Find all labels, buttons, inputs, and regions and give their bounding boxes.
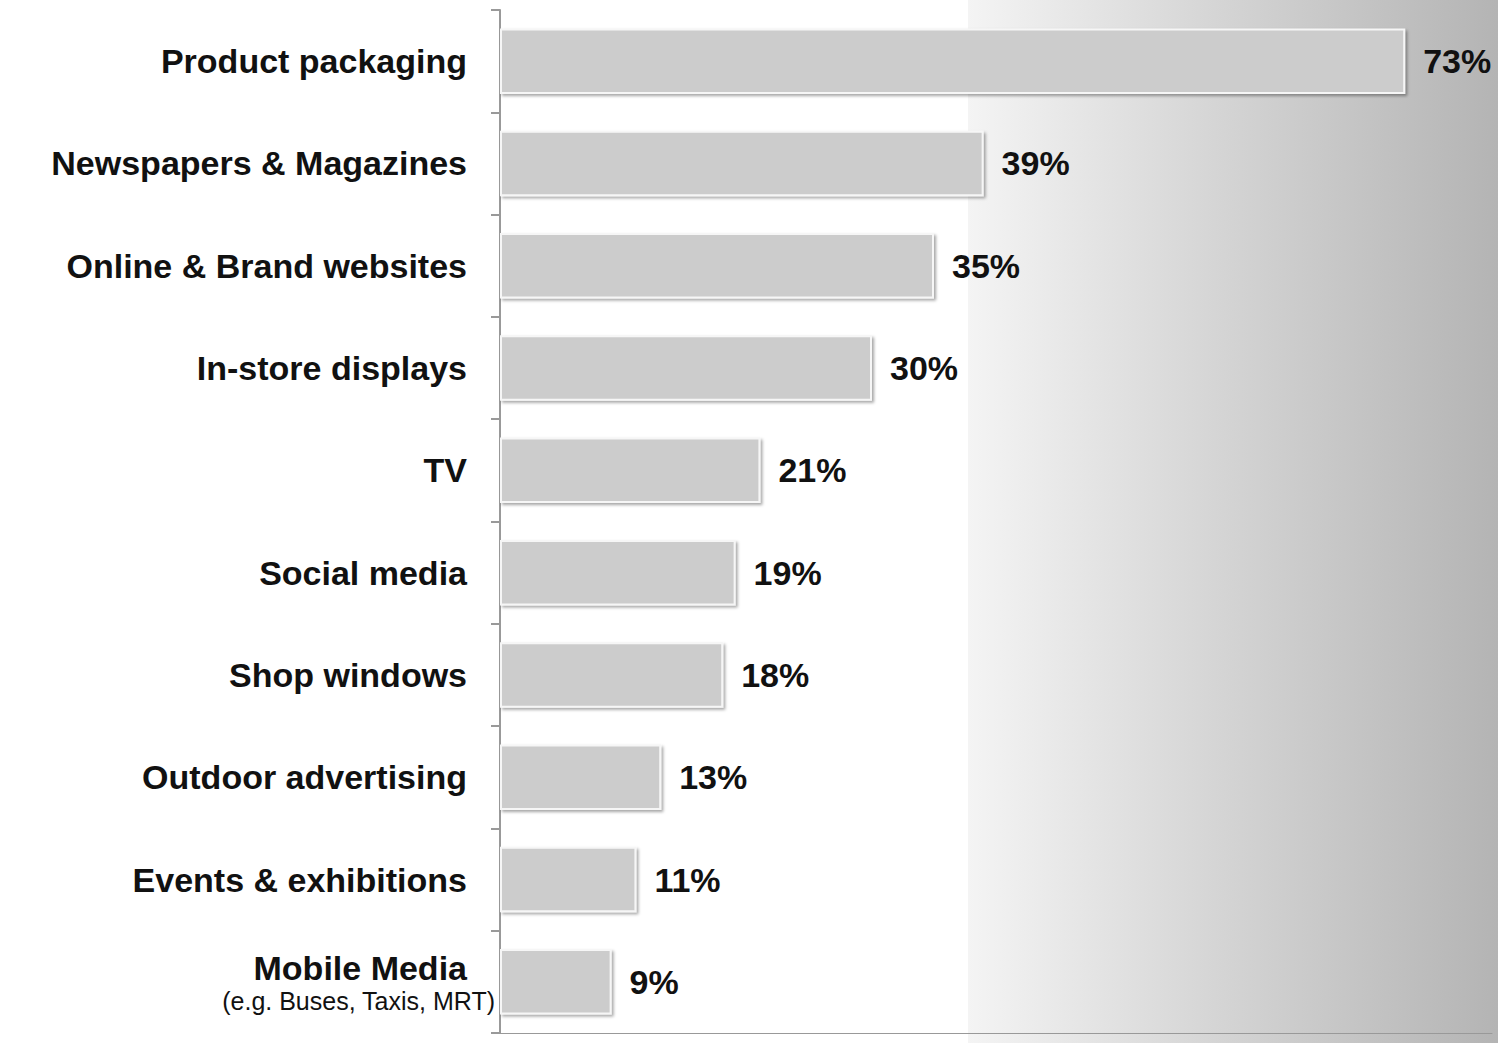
svg-text:39%: 39% <box>1002 144 1070 182</box>
svg-text:35%: 35% <box>952 247 1020 285</box>
svg-text:Newspapers & Magazines: Newspapers & Magazines <box>51 144 467 182</box>
svg-text:11%: 11% <box>654 861 720 899</box>
svg-text:TV: TV <box>424 451 468 489</box>
svg-text:Events & exhibitions: Events & exhibitions <box>133 861 467 899</box>
svg-text:73%: 73% <box>1423 42 1491 80</box>
svg-text:30%: 30% <box>890 349 958 387</box>
svg-text:19%: 19% <box>754 554 822 592</box>
svg-text:18%: 18% <box>741 656 809 694</box>
svg-text:Shop windows: Shop windows <box>229 656 467 694</box>
svg-text:In-store displays: In-store displays <box>197 349 467 387</box>
svg-text:9%: 9% <box>630 963 679 1001</box>
svg-text:Outdoor advertising: Outdoor advertising <box>142 758 467 796</box>
svg-text:Product packaging: Product packaging <box>161 42 467 80</box>
svg-text:Mobile Media: Mobile Media <box>254 949 469 987</box>
svg-text:Online & Brand websites: Online & Brand websites <box>66 247 467 285</box>
svg-text:(e.g. Buses, Taxis, MRT): (e.g. Buses, Taxis, MRT) <box>222 987 495 1015</box>
svg-text:Social media: Social media <box>259 554 468 592</box>
svg-text:21%: 21% <box>778 451 846 489</box>
svg-text:13%: 13% <box>679 758 747 796</box>
